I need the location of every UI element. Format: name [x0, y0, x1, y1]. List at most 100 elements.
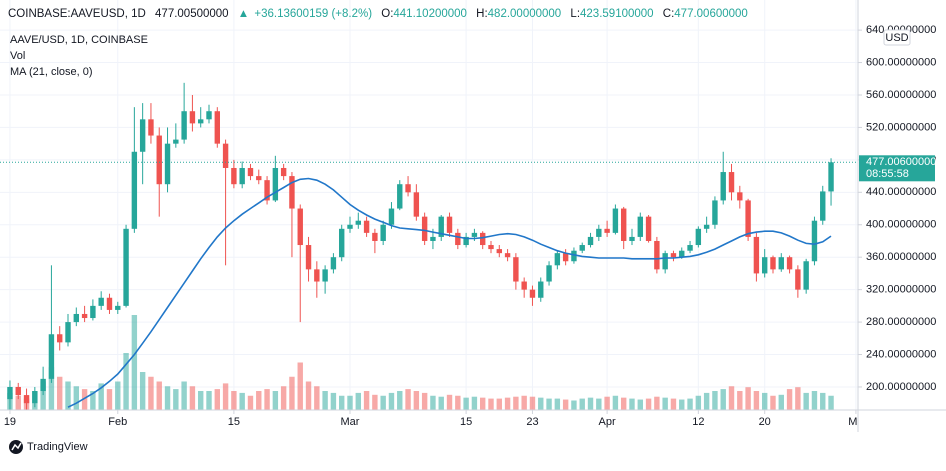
volume-bar [629, 398, 635, 410]
candle-body [587, 236, 594, 246]
x-tick-label: 15 [228, 416, 240, 428]
volume-bar [745, 387, 751, 410]
volume-bar [106, 389, 113, 410]
volume-bar [90, 391, 96, 410]
ohlc-value: 482.00000000 [488, 8, 562, 20]
y-tick-label: 440.00000000 [866, 186, 936, 198]
symbol: COINBASE:AAVEUSD, 1D [8, 8, 146, 20]
candle-body [745, 200, 751, 237]
y-tick-label: 400.00000000 [866, 219, 936, 231]
candle-body [372, 232, 378, 241]
x-tick-label: 12 [692, 416, 704, 428]
candle-body [347, 224, 353, 229]
candle-body [355, 220, 361, 225]
volume-bar [803, 392, 809, 410]
candle-body [106, 297, 113, 310]
candle-body [397, 184, 403, 209]
candle-body [645, 216, 652, 241]
candle-body [90, 305, 96, 319]
candle-body [57, 334, 63, 343]
volume-bar [546, 398, 552, 410]
candle-body [272, 167, 279, 201]
candle-body [65, 322, 71, 343]
volume-bar [728, 386, 735, 410]
volume-bar [81, 389, 88, 410]
candle-body [488, 245, 494, 250]
candle-body [231, 167, 237, 185]
candle-body [189, 111, 196, 124]
y-tick-label: 200.00000000 [866, 381, 936, 393]
volume-bar [438, 396, 444, 410]
candle-body [139, 119, 146, 152]
volume-bar [504, 397, 511, 410]
volume-bar [421, 392, 428, 410]
candle-layer [0, 82, 858, 410]
header-price: 477.00500000 [155, 8, 229, 20]
volume-bar [612, 395, 619, 410]
ohlc-value: 441.10200000 [393, 8, 467, 20]
volume-bar [131, 315, 138, 410]
currency-badge[interactable] [883, 29, 911, 46]
y-tick-label: 560.00000000 [866, 89, 936, 101]
candle-body [820, 191, 826, 221]
volume-bar [513, 396, 519, 410]
volume-bar [770, 395, 776, 410]
volume-bar [256, 391, 262, 410]
volume-bar [181, 381, 187, 410]
candle-body [413, 192, 420, 217]
header: COINBASE:AAVEUSD, 1D 477.00500000 ▲ +36.… [8, 8, 748, 20]
candle-body [720, 172, 726, 201]
volume-bar [786, 389, 793, 410]
candle-body [388, 208, 395, 225]
candle-body [695, 228, 702, 246]
candle-body [256, 176, 262, 181]
candle-body [687, 245, 693, 251]
ohlc-key: C: [663, 8, 675, 20]
volume-bar [73, 386, 80, 410]
volume-bar [305, 381, 312, 410]
x-tick-label: Ma [848, 416, 864, 428]
up-arrow: ▲ [238, 8, 249, 20]
volume-bar [662, 397, 668, 410]
x-tick-labels: 19 Feb 15 Mar 15 23 Apr 12 20 Ma [4, 416, 864, 428]
candle-body [339, 228, 345, 258]
volume-bar [703, 392, 710, 410]
candle-body [23, 395, 30, 404]
x-tick-label: Apr [599, 416, 616, 428]
candle-body [811, 220, 818, 262]
candle-body [753, 236, 760, 274]
ohlc-key: L: [570, 8, 580, 20]
grid [0, 0, 858, 410]
volume-bar [596, 398, 602, 410]
countdown: 08:55:58 [866, 168, 909, 180]
candle-body [115, 305, 121, 310]
currency[interactable]: USD [885, 32, 908, 44]
volume-bar [247, 395, 254, 410]
candle-body [620, 208, 627, 241]
volume-bar [620, 397, 627, 410]
volume-bar [587, 397, 594, 410]
candle-body [198, 119, 204, 124]
volume-bar [164, 386, 171, 410]
volume-bar [463, 397, 469, 410]
volume-bar [148, 376, 154, 410]
candle-body [562, 253, 569, 262]
ohlc-key: H: [476, 8, 488, 20]
volume-bar [820, 392, 826, 410]
candle-body [596, 228, 602, 237]
volume-bar [206, 391, 212, 410]
candle-body [438, 216, 444, 237]
candle-body [629, 236, 635, 241]
volume-bar [198, 391, 204, 410]
volume-bar [579, 398, 585, 410]
volume-bar [811, 391, 818, 410]
volume-bar [687, 398, 693, 410]
candle-body [48, 334, 55, 379]
candle-body [513, 257, 519, 282]
candle-body [264, 180, 270, 201]
volume-bar [231, 391, 237, 410]
y-tick-label: 520.00000000 [866, 121, 936, 133]
candle-body [123, 228, 129, 306]
volume-bar [521, 395, 527, 410]
volume-bar [123, 353, 129, 410]
